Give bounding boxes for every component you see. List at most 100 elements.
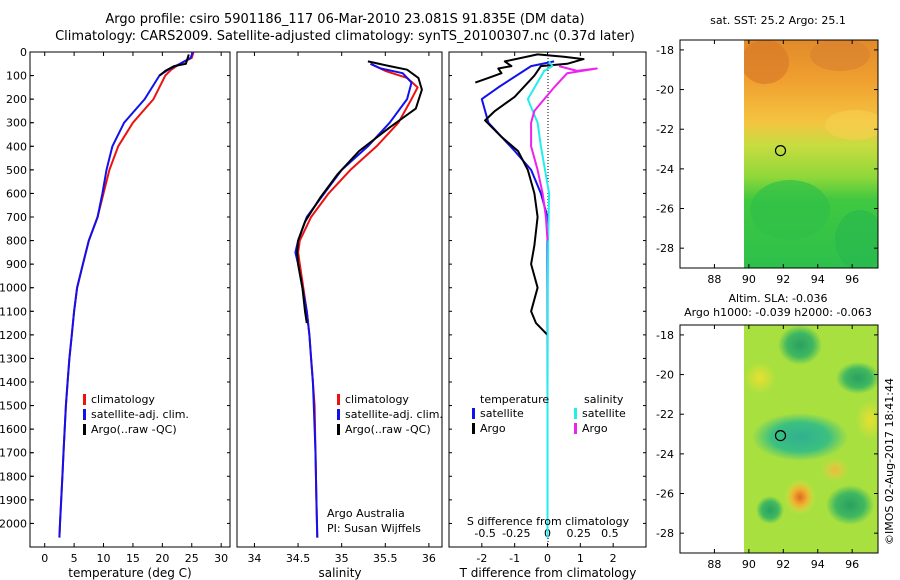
legend-label-satellite: satellite [480,407,524,420]
map-x-tick-label: 94 [811,273,825,286]
difference-series [474,53,598,538]
map-y-tick-label: -26 [656,488,674,501]
depth-tick-label: 1900 [0,494,27,507]
salinity-panel: 34 34.5 35 35.5 36 climatology satellite-adj.… [236,51,443,580]
depth-tick-label: 1400 [0,376,27,389]
series-line-climatology [58,51,195,538]
legend-swatch-climatology [337,394,340,405]
sla-map-title: Altim. SLA: -0.036 [728,292,827,305]
series-line-satellite [58,51,194,538]
map-x-tick-label: 92 [776,558,790,571]
s-tick-label: -0.5 [474,527,495,540]
map-x-tick-label: 96 [845,558,859,571]
imos-watermark: ©IMOS 02-Aug-2017 18:41:44 [883,378,896,545]
legend-swatch-sal_satellite [574,408,577,419]
x-tick-label: -1 [509,552,520,565]
x-tick-label: 34.5 [286,552,311,565]
s-tick-label: 0.25 [566,527,591,540]
map-y-tick-label: -18 [656,329,674,342]
x-tick-label: 30 [214,552,228,565]
salinity-legend: climatology satellite-adj. clim. Argo(..ra… [337,393,443,436]
s-diff-x-label: S difference from climatology [467,515,630,528]
sst-map-frame [679,39,879,269]
map-y-tick-label: -20 [656,84,674,97]
series-line-satellite [480,60,555,538]
x-tick-label: 2 [610,552,617,565]
plot-title-line-1: Argo profile: csiro 5901186_117 06-Mar-2… [105,12,585,27]
x-tick-label: 0 [41,552,48,565]
temperature-series [58,51,195,538]
salinity-x-label: salinity [318,566,361,580]
x-tick-label: 5 [71,552,78,565]
legend-swatch-argo [337,424,340,435]
argo-location-marker [774,145,787,157]
sst-map-title: sat. SST: 25.2 Argo: 25.1 [710,14,846,27]
argo-location-marker [774,430,787,442]
s-tick-label: 0.5 [601,527,619,540]
depth-tick-label: 1600 [0,423,27,436]
plot-title-line-2: Climatology: CARS2009. Satellite-adjuste… [55,29,635,44]
series-line-sal_satellite [526,60,554,538]
map-y-tick-label: -22 [656,408,674,421]
legend-label-argo: Argo(..raw -QC) [345,423,431,436]
sla-heatmap [744,325,878,553]
map-y-tick-label: -28 [656,242,674,255]
legend-swatch-satellite [83,409,86,420]
depth-tick-label: 700 [6,211,27,224]
map-y-tick-label: -18 [656,44,674,57]
legend-swatch-argo [472,423,475,434]
salinity-series [294,60,423,538]
depth-tick-label: 100 [6,70,27,83]
legend-swatch-satellite [472,408,475,419]
depth-tick-label: 300 [6,117,27,130]
difference-panel: -2 -1 0 1 2 -0.5 -0.25 0 0.25 0.5 temperature sal… [448,51,647,580]
x-tick-label: 1 [577,552,584,565]
legend-label-argo: Argo(..raw -QC) [91,423,177,436]
s-diff-x-axis: -0.5 -0.25 0 0.25 0.5 [474,527,618,540]
salinity-x-axis: 34 34.5 35 35.5 36 [247,52,436,565]
series-line-argo [158,54,190,77]
legend-label-sal_satellite: satellite [582,407,626,420]
annotation-pi: PI: Susan Wijffels [327,522,421,535]
map-x-tick-label: 92 [776,273,790,286]
sla-map-panel: Altim. SLA: -0.036 Argo h1000: -0.039 h2… [656,292,879,571]
map-x-tick-label: 88 [707,558,721,571]
x-tick-label: 36 [422,552,436,565]
salinity-axes-frame [236,51,443,548]
depth-tick-label: 1000 [0,282,27,295]
legend-label-satellite: satellite-adj. clim. [345,408,443,421]
legend-label-satellite: satellite-adj. clim. [91,408,189,421]
annotation-argo-australia: Argo Australia [327,507,405,520]
map-y-tick-label: -24 [656,448,674,461]
depth-tick-label: 500 [6,164,27,177]
temperature-x-axis: 0 5 10 15 20 25 30 [41,52,228,565]
depth-tick-label: 800 [6,235,27,248]
sla-map-axes: 88 90 92 94 96 -18 -20 -22 -24 -26 -28 [656,325,878,571]
x-tick-label: 0 [544,552,551,565]
map-y-tick-label: -20 [656,369,674,382]
series-line-sal_argo [530,65,598,241]
depth-tick-label: 1100 [0,305,27,318]
series-line-argo [474,53,585,336]
depth-tick-label: 1700 [0,447,27,460]
legend-swatch-argo [83,424,86,435]
depth-tick-label: 0 [20,46,27,59]
depth-axis: 0 100 200 300 400 500 600 700 800 900 1000 1100 1200… [0,46,34,530]
difference-legend: temperature salinitysatelliteArgosatellit… [472,393,626,435]
legend-label-climatology: climatology [345,393,409,406]
temperature-panel: 0100200300400500600700800900100011001200… [0,46,231,580]
temperature-axes-frame [29,51,231,548]
map-x-tick-label: 90 [742,273,756,286]
map-y-tick-label: -28 [656,527,674,540]
x-tick-label: 35 [335,552,349,565]
map-x-tick-label: 94 [811,558,825,571]
legend-swatch-satellite [337,409,340,420]
depth-tick-label: 2000 [0,517,27,530]
depth-tick-label: 600 [6,187,27,200]
legend-label-argo: Argo [480,422,506,435]
map-x-tick-label: 96 [845,273,859,286]
legend-label-sal_argo: Argo [582,422,608,435]
legend-swatch-climatology [83,394,86,405]
map-y-tick-label: -26 [656,203,674,216]
